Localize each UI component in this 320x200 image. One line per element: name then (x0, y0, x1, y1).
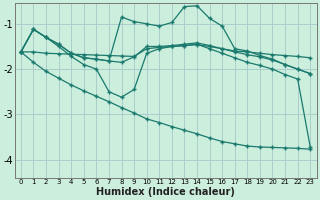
X-axis label: Humidex (Indice chaleur): Humidex (Indice chaleur) (96, 187, 235, 197)
